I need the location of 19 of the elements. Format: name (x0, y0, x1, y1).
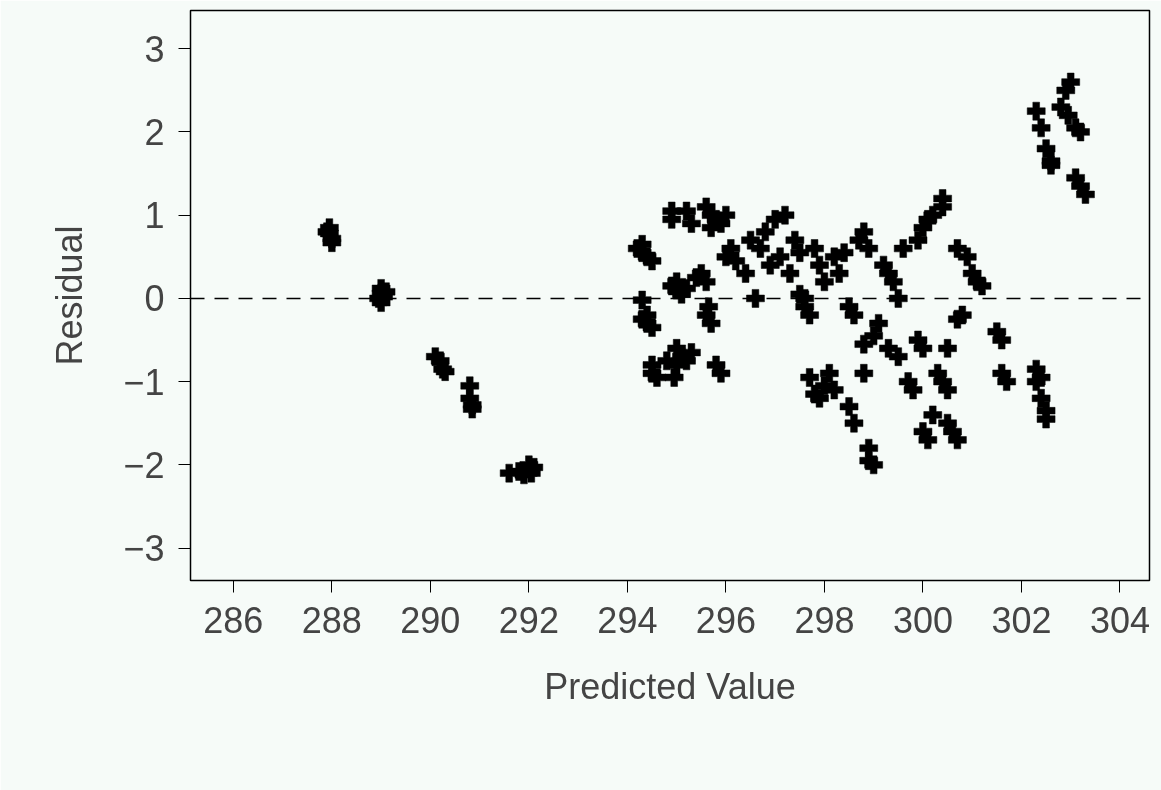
y-tick-label: −3 (123, 528, 165, 570)
x-tick-label: 286 (203, 599, 264, 641)
y-tick-label: −1 (123, 361, 165, 403)
x-tick-label: 292 (498, 599, 559, 641)
x-tick-label: 296 (695, 599, 756, 641)
x-tick-label: 294 (597, 599, 658, 641)
y-axis-title: Residual (49, 225, 91, 366)
y-tick-label: 1 (144, 195, 165, 237)
x-tick-label: 290 (400, 599, 461, 641)
x-tick-label: 288 (301, 599, 362, 641)
x-tick-label: 300 (892, 599, 953, 641)
y-tick-label: −2 (123, 444, 165, 486)
y-tick-label: 0 (144, 278, 165, 320)
y-tick-label: 2 (144, 111, 165, 153)
y-tick-label: 3 (144, 28, 165, 70)
x-axis-title: Predicted Value (544, 665, 796, 707)
x-tick-label: 298 (794, 599, 855, 641)
x-tick-label: 302 (991, 599, 1052, 641)
x-tick-label: 304 (1089, 599, 1150, 641)
